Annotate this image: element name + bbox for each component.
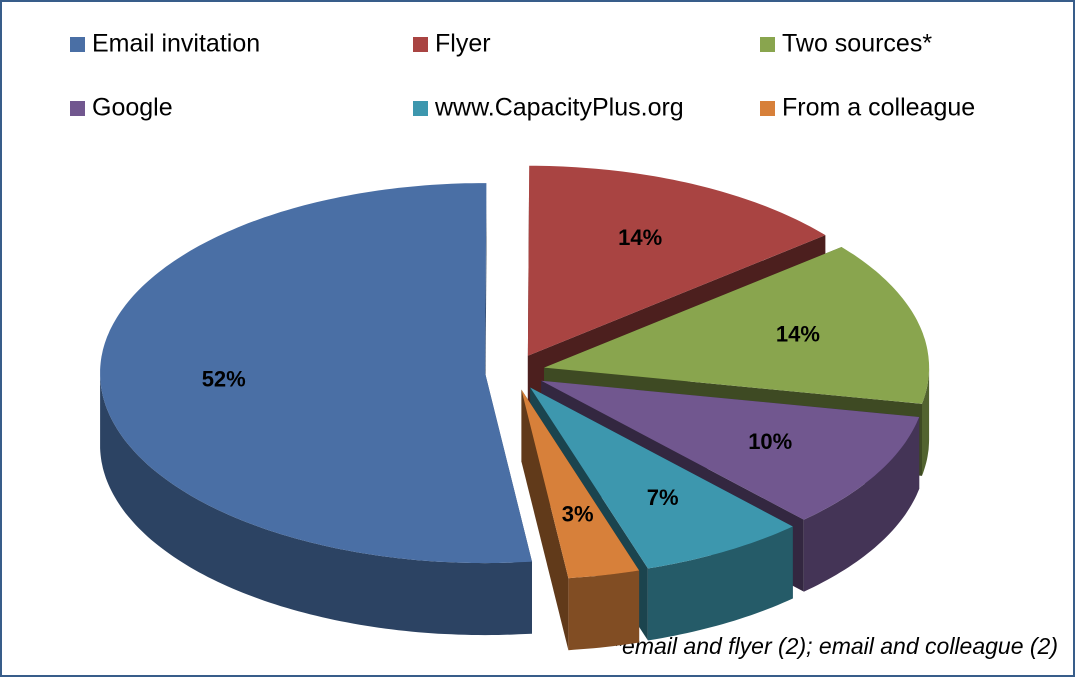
legend-label: Two sources* <box>782 30 932 58</box>
slice-top <box>527 165 826 356</box>
legend-swatch <box>413 101 428 116</box>
legend-swatch <box>413 37 428 52</box>
legend-swatch <box>70 37 85 52</box>
legend-swatch <box>760 37 775 52</box>
legend-label: www.CapacityPlus.org <box>434 94 684 122</box>
slice-side <box>647 526 793 641</box>
data-label: 52% <box>202 367 246 392</box>
slice-side <box>803 417 920 592</box>
slice-top <box>530 387 793 569</box>
slice-top <box>541 380 920 520</box>
legend-label: Email invitation <box>92 30 260 58</box>
legend-swatch <box>760 101 775 116</box>
pie-slice <box>100 183 532 636</box>
slice-wall <box>521 389 569 651</box>
legend-label: Google <box>92 94 173 122</box>
legend-label: Flyer <box>435 30 491 58</box>
slice-side <box>568 570 640 651</box>
data-label: 14% <box>618 225 662 250</box>
legend-swatch <box>70 101 85 116</box>
data-label: 7% <box>647 485 679 510</box>
legend-label: From a colleague <box>782 94 975 122</box>
annotation: *email and flyer (2); email and colleagu… <box>613 633 1058 659</box>
slice-side <box>100 373 532 636</box>
data-label: 14% <box>776 322 820 347</box>
slice-top <box>100 183 532 564</box>
slice-side <box>922 367 930 476</box>
pie-slice <box>521 389 640 651</box>
slice-top <box>521 389 640 579</box>
data-label: 3% <box>562 502 594 527</box>
slice-top <box>544 247 930 404</box>
data-label: 10% <box>748 429 792 454</box>
